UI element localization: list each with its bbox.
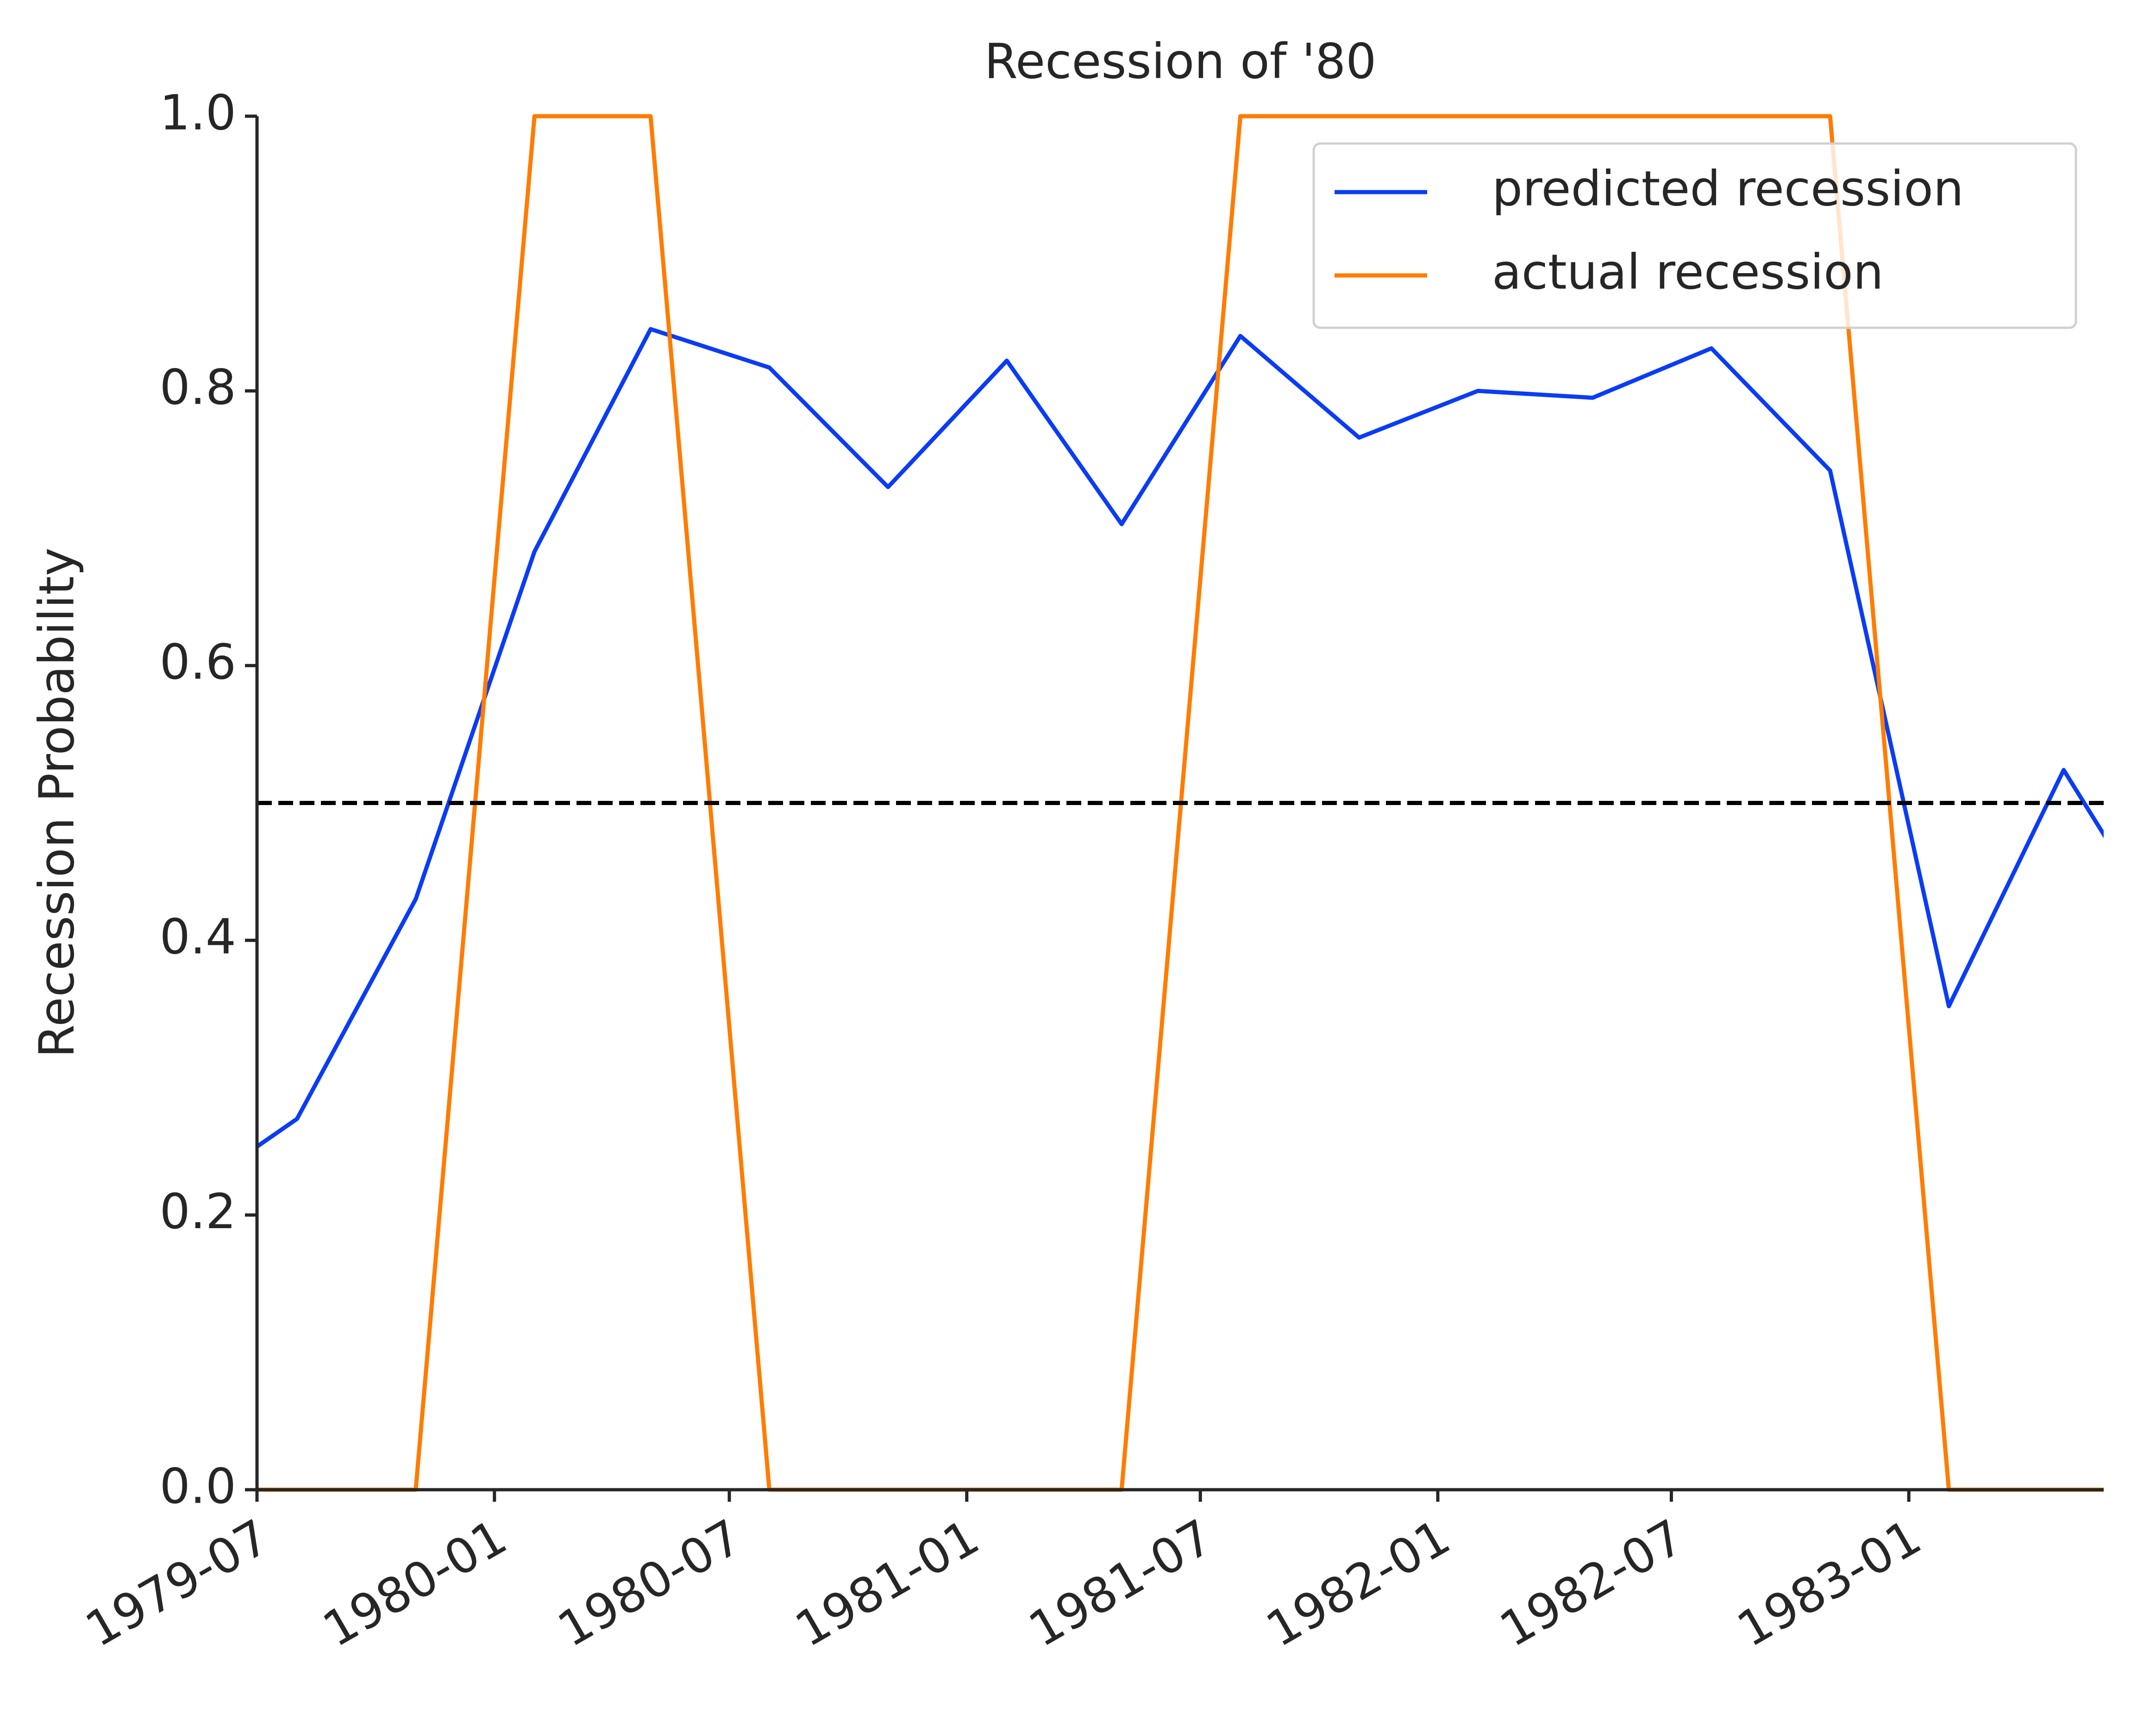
y-tick-label: 0.2 [160,1183,236,1240]
y-tick-label: 0.0 [160,1458,236,1514]
x-tick-label: 1979-07 [76,1509,278,1658]
x-tick-label: 1983-01 [1728,1509,1930,1658]
x-tick-label: 1981-01 [786,1509,988,1658]
x-tick-label: 1980-07 [548,1509,751,1658]
y-tick-label: 0.4 [160,909,236,965]
x-tick-label: 1981-07 [1020,1509,1222,1658]
legend-label: actual recession [1492,244,1884,300]
series-line [257,327,2104,1149]
y-tick-label: 0.6 [160,634,236,690]
x-tick-label: 1980-01 [313,1509,516,1658]
y-tick-label: 1.0 [160,84,236,141]
chart-title: Recession of '80 [984,33,1377,89]
x-tick-label: 1982-01 [1257,1509,1459,1658]
plot-area [257,114,2104,1492]
legend-box [1312,142,2077,329]
y-tick-label: 0.8 [160,359,236,416]
x-tick-label: 1982-07 [1491,1509,1693,1658]
y-axis-label: Recession Probability [28,548,85,1058]
legend-label: predicted recession [1492,160,1964,217]
